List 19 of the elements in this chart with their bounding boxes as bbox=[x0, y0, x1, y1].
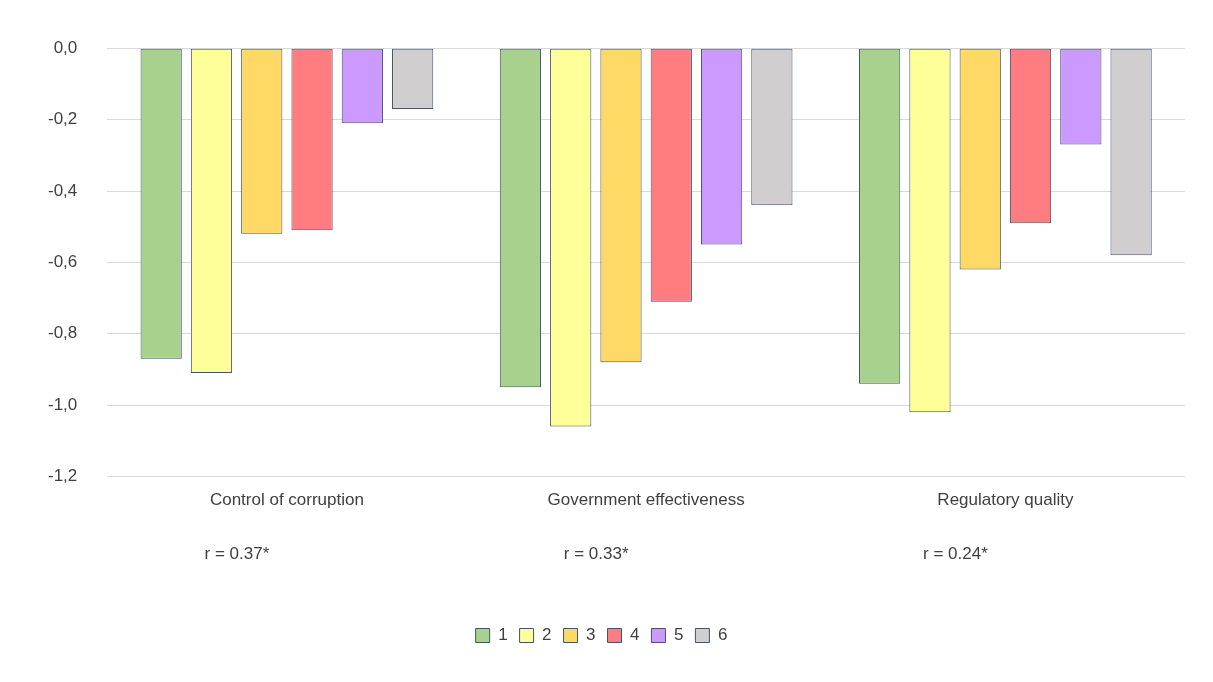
y-tick-label: -1,0 bbox=[48, 394, 78, 414]
y-tick-label: -0,2 bbox=[48, 109, 78, 129]
text: r = 0.37* bbox=[204, 544, 270, 564]
legend-label: 2 bbox=[542, 625, 552, 645]
x-tick-label: Control of corruption bbox=[209, 490, 364, 510]
y-tick-label: -0,8 bbox=[48, 323, 78, 343]
y-tick-label: -0,6 bbox=[48, 252, 78, 272]
legend-label: 6 bbox=[717, 625, 728, 645]
legend-label: 3 bbox=[586, 625, 596, 645]
y-tick-label: 0,0 bbox=[53, 37, 78, 57]
legend-label: 5 bbox=[673, 625, 684, 645]
x-tick-label: Regulatory quality bbox=[937, 490, 1074, 510]
text: r = 0.24* bbox=[923, 544, 989, 564]
legend-label: 4 bbox=[630, 625, 640, 645]
y-tick-label: -1,2 bbox=[48, 466, 78, 486]
text: r = 0.33* bbox=[563, 544, 629, 564]
x-tick-label: Government effectiveness bbox=[547, 490, 745, 510]
y-tick-label: -0,4 bbox=[48, 180, 78, 200]
legend-label: 1 bbox=[498, 625, 508, 645]
